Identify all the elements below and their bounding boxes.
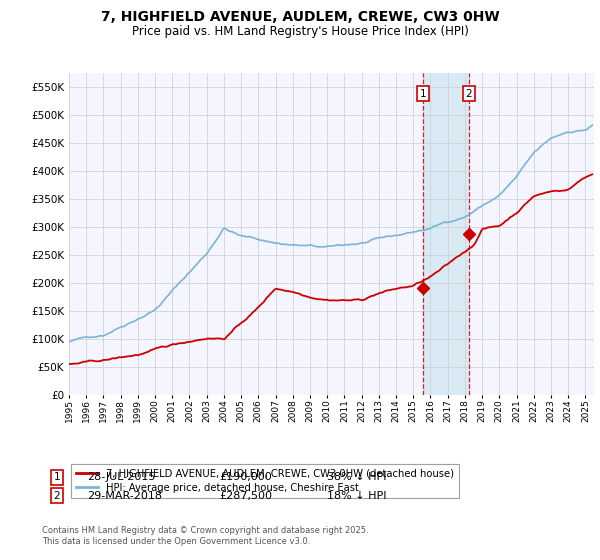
Legend: 7, HIGHFIELD AVENUE, AUDLEM, CREWE, CW3 0HW (detached house), HPI: Average price: 7, HIGHFIELD AVENUE, AUDLEM, CREWE, CW3 … [71, 464, 460, 498]
Text: 2: 2 [466, 88, 472, 99]
Text: 28-JUL-2015: 28-JUL-2015 [87, 472, 155, 482]
Text: 1: 1 [53, 472, 61, 482]
Text: 38% ↓ HPI: 38% ↓ HPI [327, 472, 386, 482]
Text: £287,500: £287,500 [219, 491, 272, 501]
Text: 1: 1 [420, 88, 427, 99]
Text: 2: 2 [53, 491, 61, 501]
Text: Price paid vs. HM Land Registry's House Price Index (HPI): Price paid vs. HM Land Registry's House … [131, 25, 469, 38]
Bar [423, 73, 469, 395]
Text: 18% ↓ HPI: 18% ↓ HPI [327, 491, 386, 501]
Text: £190,000: £190,000 [219, 472, 272, 482]
Text: 7, HIGHFIELD AVENUE, AUDLEM, CREWE, CW3 0HW: 7, HIGHFIELD AVENUE, AUDLEM, CREWE, CW3 … [101, 10, 499, 24]
Text: Contains HM Land Registry data © Crown copyright and database right 2025.
This d: Contains HM Land Registry data © Crown c… [42, 526, 368, 546]
Text: 29-MAR-2018: 29-MAR-2018 [87, 491, 162, 501]
